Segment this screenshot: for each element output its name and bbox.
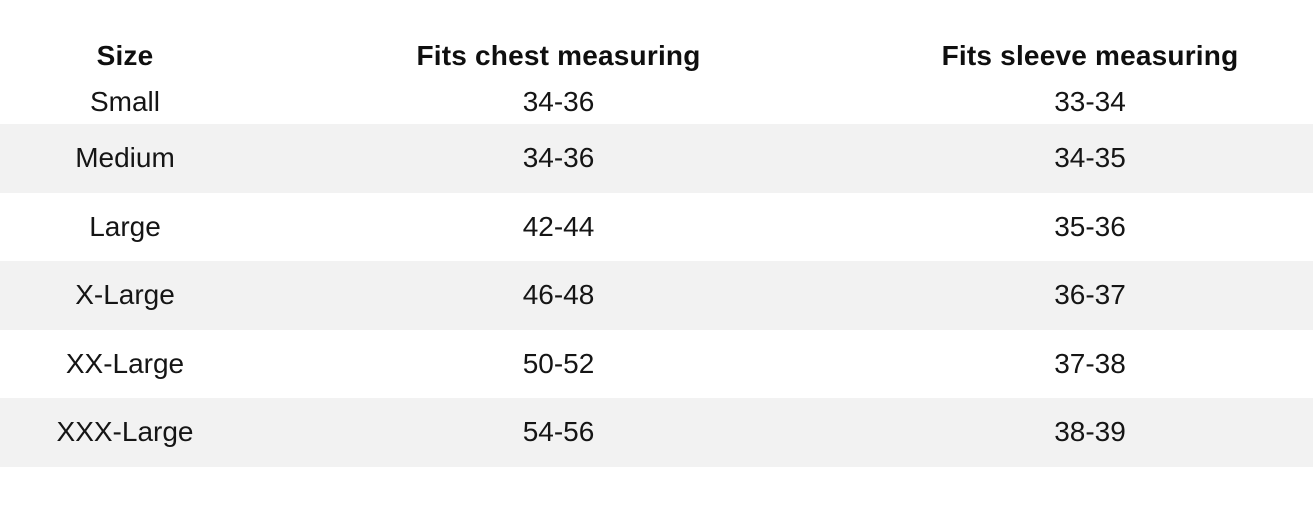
chest-cell: 34-36 (522, 142, 595, 174)
table-row: Large 42-44 35-36 (0, 193, 1313, 262)
sleeve-cell: 35-36 (1054, 210, 1126, 242)
chest-cell: 50-52 (522, 347, 595, 379)
chest-cell: 42-44 (522, 210, 595, 242)
size-cell: Large (89, 210, 161, 242)
table-header-row: Size Fits chest measuring Fits sleeve me… (0, 30, 1313, 82)
size-cell: Small (89, 86, 160, 117)
table-row: Medium 34-36 34-35 (0, 124, 1313, 193)
size-cell: X-Large (75, 279, 175, 311)
chest-cell: 34-36 (522, 86, 595, 117)
size-cell: XXX-Large (56, 416, 194, 448)
sleeve-cell: 34-35 (1054, 142, 1126, 174)
chest-cell: 54-56 (522, 416, 595, 448)
header-sleeve: Fits sleeve measuring (941, 40, 1239, 71)
size-cell: Medium (75, 142, 175, 174)
sleeve-cell: 33-34 (1054, 86, 1126, 117)
chest-cell: 46-48 (522, 279, 595, 311)
sleeve-cell: 37-38 (1054, 347, 1126, 379)
table-row: XX-Large 50-52 37-38 (0, 330, 1313, 399)
size-chart-table: Size Fits chest measuring Fits sleeve me… (0, 30, 1313, 467)
header-chest: Fits chest measuring (416, 40, 701, 71)
table-row: XXX-Large 54-56 38-39 (0, 398, 1313, 467)
table-row: Small 34-36 33-34 (0, 82, 1313, 124)
size-cell: XX-Large (65, 347, 185, 379)
sleeve-cell: 38-39 (1054, 416, 1126, 448)
header-size: Size (96, 40, 154, 71)
sleeve-cell: 36-37 (1054, 279, 1126, 311)
table-row: X-Large 46-48 36-37 (0, 261, 1313, 330)
